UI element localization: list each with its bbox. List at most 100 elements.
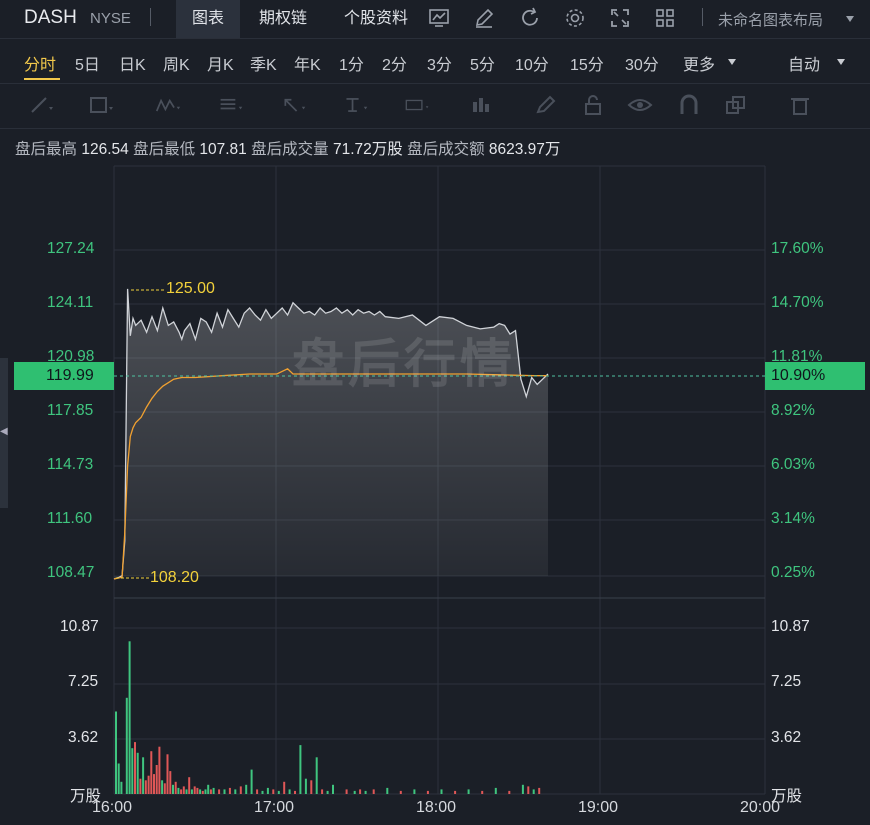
price-range-icon[interactable] [343,94,369,116]
trend-chart-icon[interactable] [427,6,451,30]
volume-bar [204,789,207,794]
volume-bar [353,790,356,794]
volume-bar [234,789,237,794]
pct-tick: 0.25% [771,564,815,581]
volume-bar [166,754,169,794]
brush-icon[interactable] [533,94,559,116]
volume-bar [245,784,248,794]
period-2m[interactable]: 2分 [382,57,407,74]
fullscreen-icon[interactable] [608,6,632,30]
volume-bar [294,790,296,794]
volume-bar [250,769,253,794]
period-intraday[interactable]: 分时 [24,57,57,74]
volume-bar [256,789,259,794]
volume-tick: 10.87 [771,618,810,635]
period-day-k[interactable]: 日K [119,57,146,74]
high-label: 盘后最高 [15,141,78,158]
volume-bar [161,780,164,794]
average-price-line [113,368,548,580]
line-tool-icon[interactable] [28,94,54,116]
price-tick: 114.73 [47,456,94,473]
refresh-icon[interactable] [518,6,542,30]
after-hours-stats: 盘后最高 126.54 盘后最低 107.81 盘后成交量 71.72万股 盘后… [15,137,560,159]
price-area-fill [114,288,548,579]
price-tick: 127.24 [47,240,95,257]
volume-bar [326,790,329,794]
fibonacci-icon[interactable] [218,94,244,116]
volume-bar [532,789,535,794]
volume-bar [185,789,188,794]
low-value: 107.81 [199,141,247,158]
layout-selector[interactable]: 未命名图表布局 [718,12,824,29]
eye-icon[interactable] [627,94,653,116]
volume-bar [223,789,226,794]
period-30m[interactable]: 30分 [625,57,659,74]
watermark: 盘后行情 [292,336,517,394]
volume-bar [155,765,158,794]
volume-bar [239,786,242,794]
volume-bar [288,789,291,794]
period-more[interactable]: 更多 [683,57,716,74]
settings-gear-icon[interactable] [563,6,587,30]
period-month-k[interactable]: 月K [207,57,234,74]
lock-icon[interactable] [580,94,606,116]
rectangle-tool-icon[interactable] [88,94,114,116]
tab-options-chain[interactable]: 期权链 [258,10,307,27]
scale-mode[interactable]: 自动 [788,57,821,74]
volume-bar [147,775,150,794]
chevron-down-icon[interactable] [727,57,737,67]
tab-stock-profile[interactable]: 个股资料 [343,10,408,27]
period-10m[interactable]: 10分 [515,57,549,74]
volume-bar [193,786,196,794]
volume-bar [332,784,334,794]
side-panel-handle[interactable]: ◀ [0,358,8,508]
low-annotation: 108.20 [150,569,199,586]
magnet-icon[interactable] [676,94,702,116]
volume-bar [218,789,221,794]
draw-pen-icon[interactable] [472,6,496,30]
volume-tick: 3.62 [68,729,99,746]
time-tick: 16:00 [92,799,133,816]
volume-bar [153,774,155,794]
volume-bar [315,757,318,794]
volume-bar [182,786,185,794]
volume-bar [272,789,275,794]
volume-bar [364,790,367,794]
period-5m[interactable]: 5分 [470,57,495,74]
period-quarter-k[interactable]: 季K [250,57,277,74]
symbol-label[interactable]: DASH [24,7,77,28]
volume-bar [299,745,302,794]
current-price-badge: 119.99 [14,362,114,390]
tab-chart[interactable]: 图表 [176,0,240,38]
chevron-down-icon[interactable] [836,57,846,67]
exchange-label: NYSE [90,10,131,27]
trash-icon[interactable] [787,94,813,116]
period-week-k[interactable]: 周K [163,57,190,74]
time-tick: 18:00 [416,799,457,816]
pct-tick: 8.92% [771,402,815,419]
time-tick: 20:00 [740,799,781,816]
volume-bar [399,790,402,794]
text-annotation-icon[interactable] [405,94,431,116]
period-year-k[interactable]: 年K [294,57,321,74]
chevron-down-icon[interactable] [845,14,855,24]
wave-pattern-icon[interactable] [155,94,181,116]
volume-tick: 3.62 [771,729,802,746]
volume-bar [201,790,204,794]
volume-bars [115,641,541,794]
top-toolbar: DASH NYSE 图表 期权链 个股资料 未命名图表布局 [0,0,870,39]
volume-bar [136,752,139,794]
volume-bar [321,789,324,794]
period-3m[interactable]: 3分 [427,57,452,74]
arrow-tool-icon[interactable] [281,94,307,116]
period-1m[interactable]: 1分 [339,57,364,74]
period-5d[interactable]: 5日 [75,57,100,74]
bar-pattern-icon[interactable] [468,94,494,116]
grid-layout-icon[interactable] [653,6,677,30]
copy-icon[interactable] [723,94,749,116]
volume-bar [304,778,307,794]
volume-bar [261,790,264,794]
period-15m[interactable]: 15分 [570,57,604,74]
volume-bar [494,787,497,794]
